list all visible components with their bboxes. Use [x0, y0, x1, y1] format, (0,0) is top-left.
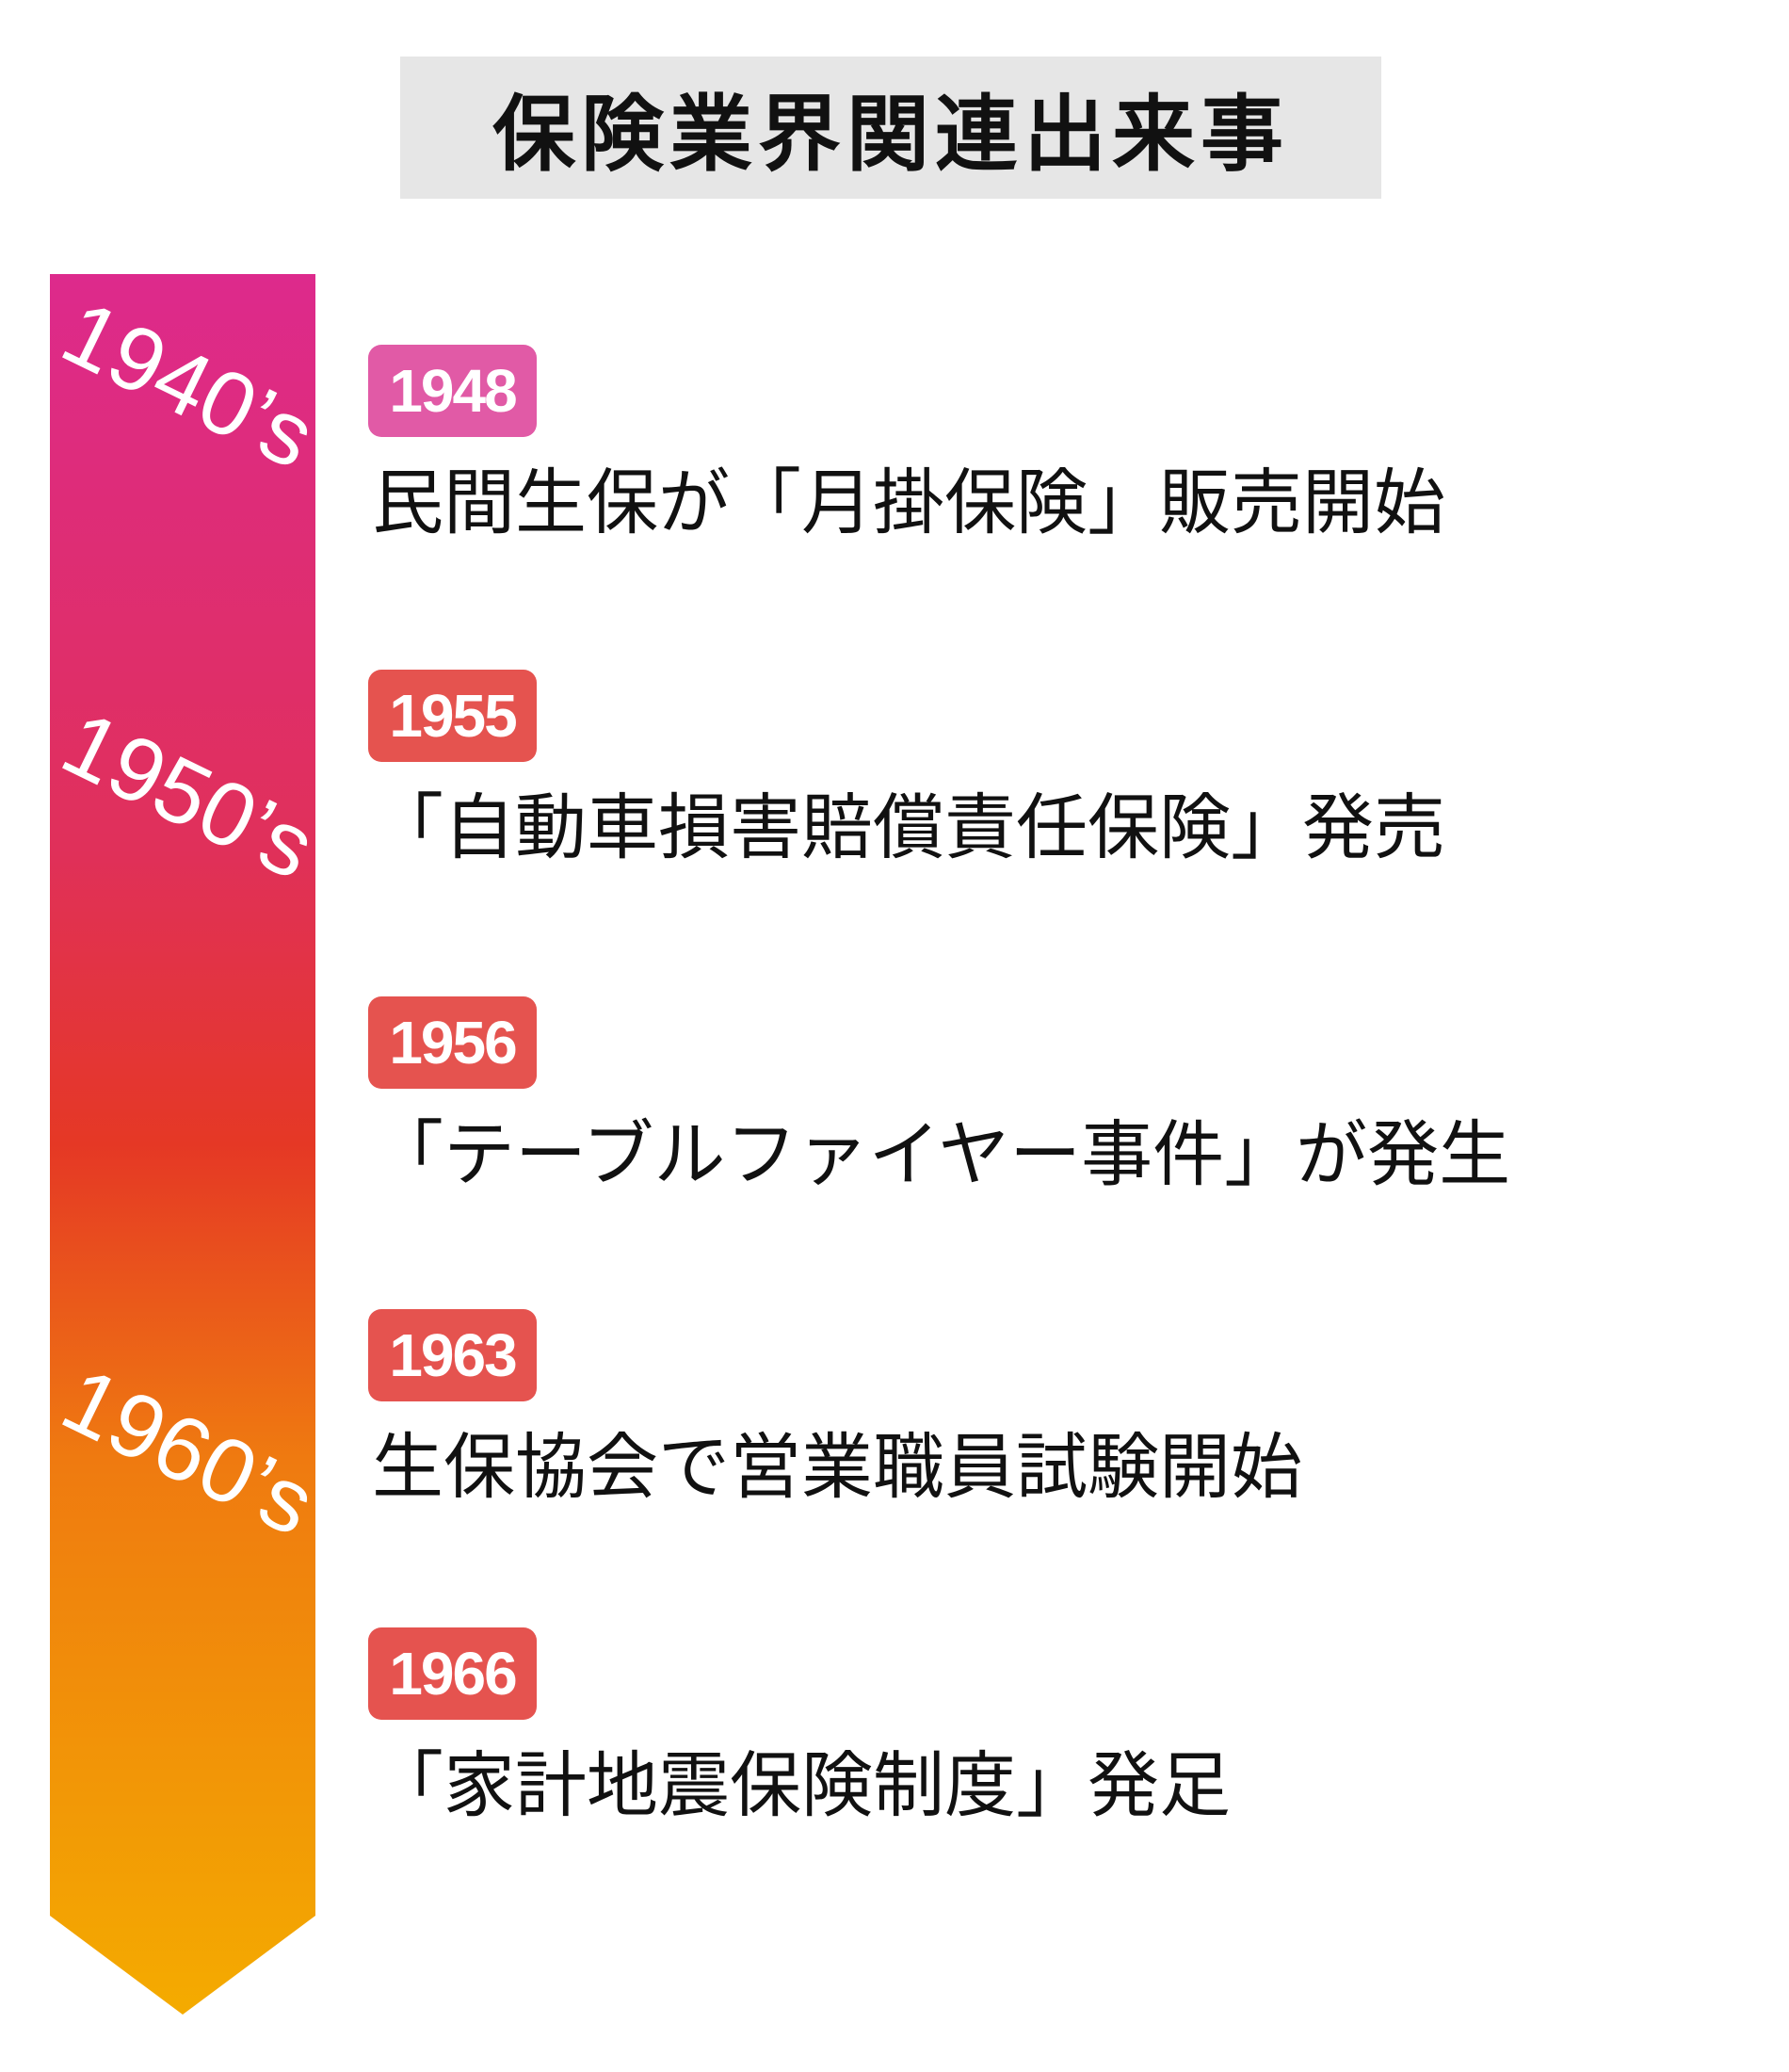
year-badge: 1948: [368, 345, 537, 437]
event-text: 「家計地震保険制度」発足: [372, 1743, 1231, 1827]
title: 保険業界関連出来事: [492, 86, 1289, 183]
event-text: 生保協会で営業職員試験開始: [372, 1425, 1302, 1509]
event-text: 「自動車損害賠償責任保険」発売: [372, 785, 1445, 869]
title-box: 保険業界関連出来事: [400, 57, 1381, 199]
event-text: 民間生保が「月掛保険」販売開始: [372, 461, 1445, 544]
year-badge: 1955: [368, 670, 537, 762]
arrow-shape: [50, 274, 315, 2015]
year-badge: 1963: [368, 1309, 537, 1401]
year-badge: 1966: [368, 1627, 537, 1720]
event-text: 「テーブルファイヤー事件」が発生: [372, 1112, 1511, 1196]
year-badge: 1956: [368, 996, 537, 1089]
